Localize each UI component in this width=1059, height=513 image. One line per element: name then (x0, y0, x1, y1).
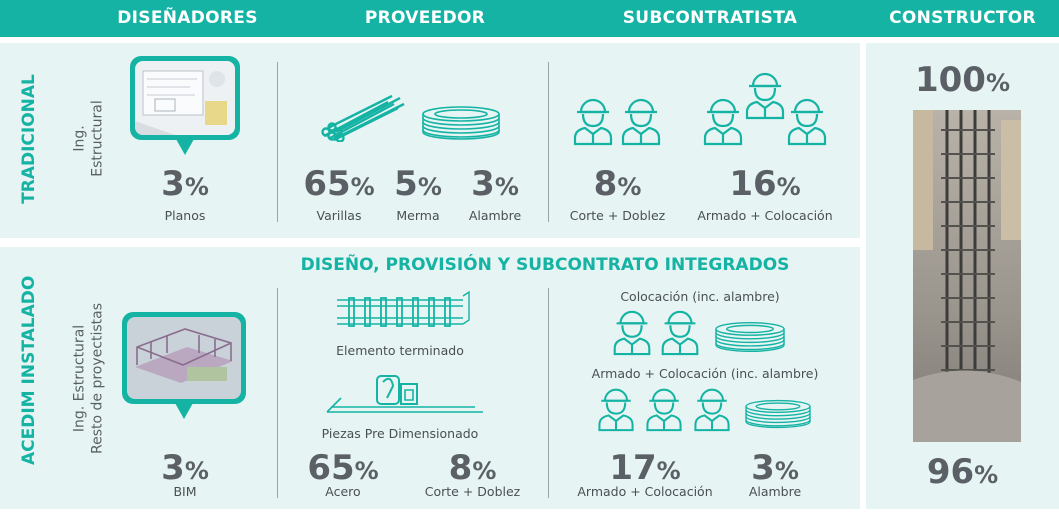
label-armado-colocacion-2: Armado + Colocación (577, 484, 713, 499)
divider (548, 62, 549, 222)
row-sub-tradicional-1: Ing. (71, 125, 88, 152)
row-sub-tradicional-2: Estructural (89, 100, 106, 177)
label-alambre: Alambre (468, 208, 522, 223)
rebar-bundle-icon (318, 92, 408, 142)
caption-piezas-pre-dimensionado: Piezas Pre Dimensionado (321, 426, 479, 441)
row-title-tradicional: TRADICIONAL (19, 74, 39, 204)
worker-icon (692, 386, 732, 432)
row-sub-acedim-1: Ing. Estructural (71, 324, 88, 433)
rebar-column-photo (913, 110, 1021, 442)
pct-planos: 3% (161, 164, 209, 204)
bim-model-image (127, 317, 241, 399)
pct-acero: 65% (307, 448, 379, 488)
integrated-banner: DISEÑO, PROVISIÓN Y SUBCONTRATO INTEGRAD… (300, 255, 790, 275)
worker-icon (620, 96, 662, 146)
caption-colocacion: Colocación (inc. alambre) (620, 289, 780, 304)
pct-armado-colocacion: 16% (729, 164, 801, 204)
row-title-acedim: ACEDIM INSTALADO (19, 275, 39, 465)
bim-bubble (122, 312, 246, 419)
pct-armado-colocacion-2: 17% (609, 448, 681, 488)
pct-alambre: 3% (471, 164, 519, 204)
header-bar: DISEÑADORES PROVEEDOR SUBCONTRATISTA CON… (0, 0, 1059, 37)
label-planos: Planos (164, 208, 206, 223)
label-armado-colocacion: Armado + Colocación (697, 208, 833, 223)
pct-varillas: 65% (303, 164, 375, 204)
caption-armado-colocacion: Armado + Colocación (inc. alambre) (591, 366, 819, 381)
finished-cage-icon (335, 290, 475, 330)
label-acero: Acero (325, 484, 361, 499)
pct-constructor-acedim: 96% (926, 452, 999, 492)
pct-constructor-tradicional: 100% (914, 60, 1011, 100)
header-proveedor: PROVEEDOR (364, 8, 486, 28)
pct-bim: 3% (161, 448, 209, 488)
label-alambre-2: Alambre (748, 484, 802, 499)
worker-icon (644, 386, 684, 432)
precut-pieces-icon (325, 372, 485, 416)
wire-coil-icon (742, 398, 814, 430)
label-corte-doblez: Corte + Doblez (569, 208, 666, 223)
pct-corte-doblez: 8% (593, 164, 642, 204)
worker-icon (744, 70, 786, 120)
blueprint-bubble (130, 56, 240, 155)
worker-icon (611, 308, 653, 356)
worker-icon (702, 96, 744, 146)
label-corte-doblez-2: Corte + Doblez (424, 484, 521, 499)
worker-icon (786, 96, 828, 146)
header-constructor: CONSTRUCTOR (889, 8, 1036, 28)
worker-icon (596, 386, 636, 432)
pct-alambre-2: 3% (751, 448, 799, 488)
header-subcontratista: SUBCONTRATISTA (622, 8, 798, 28)
row-sub-acedim-2: Resto de proyectistas (89, 303, 106, 454)
worker-icon (659, 308, 701, 356)
worker-icon (572, 96, 614, 146)
label-merma: Merma (396, 208, 440, 223)
divider (277, 288, 278, 498)
label-bim: BIM (173, 484, 197, 499)
bubble-tail (175, 403, 193, 419)
divider (277, 62, 278, 222)
blueprint-image (135, 61, 235, 135)
wire-coil-icon (420, 104, 502, 142)
bubble-tail (176, 139, 194, 155)
pct-corte-doblez-2: 8% (448, 448, 497, 488)
label-varillas: Varillas (316, 208, 362, 223)
divider (548, 288, 549, 498)
header-disenadores: DISEÑADORES (117, 8, 258, 28)
pct-merma: 5% (394, 164, 442, 204)
wire-coil-icon (713, 320, 787, 354)
caption-elemento-terminado: Elemento terminado (336, 343, 464, 358)
